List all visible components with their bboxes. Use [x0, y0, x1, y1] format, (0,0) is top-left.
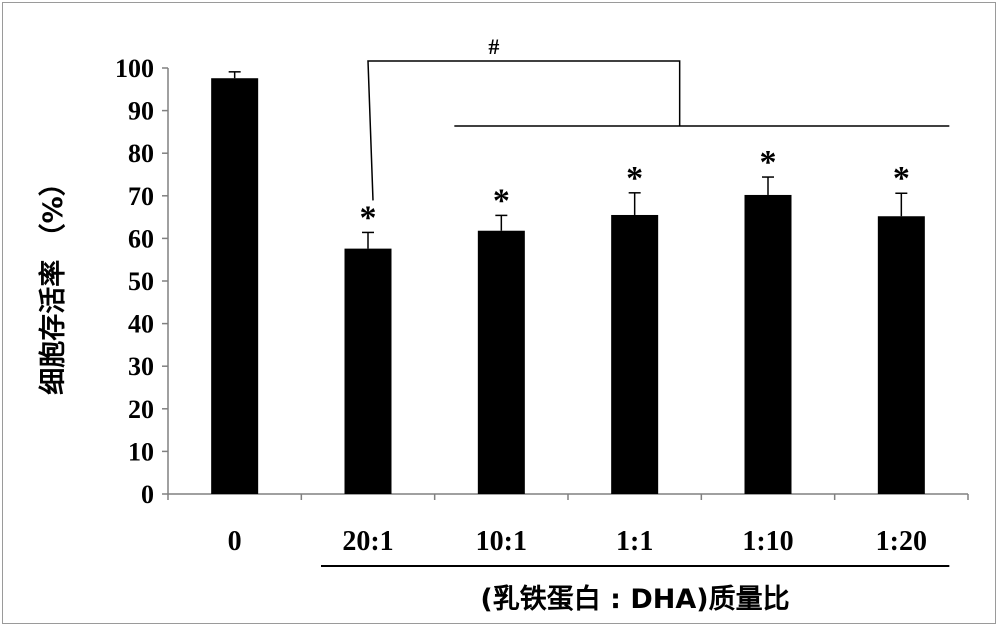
y-tick-label: 50 — [128, 267, 154, 296]
x-tick-label: 0 — [228, 526, 242, 557]
significance-marker: * — [360, 199, 377, 236]
significance-marker: * — [760, 144, 777, 181]
x-tick-label: 1:1 — [616, 526, 653, 557]
bar — [477, 230, 525, 494]
bar — [211, 78, 259, 494]
bar — [611, 214, 659, 494]
y-axis: 0 10 20 30 40 50 60 70 80 90 100 — [115, 54, 169, 509]
y-axis-label: 细胞存活率 （%） — [37, 169, 69, 394]
x-tick-label: 20:1 — [342, 526, 393, 557]
y-tick-label: 40 — [128, 310, 154, 339]
annotations: * * * * * # — [360, 34, 950, 236]
y-tick-label: 80 — [128, 139, 154, 168]
significance-marker: * — [493, 182, 510, 219]
significance-marker: * — [893, 160, 910, 197]
y-tick-label: 100 — [115, 54, 154, 83]
bar — [744, 194, 792, 494]
bar — [344, 248, 392, 494]
x-axis-label: (乳铁蛋白 : DHA)质量比 — [480, 583, 789, 615]
x-axis: 0 20:1 10:1 1:1 1:10 1:20 — [167, 493, 969, 567]
y-tick-label: 60 — [128, 224, 154, 253]
x-tick-label: 10:1 — [476, 526, 527, 557]
y-tick-label: 10 — [128, 437, 154, 466]
y-tick-label: 90 — [128, 97, 154, 126]
x-tick-label: 1:10 — [742, 526, 793, 557]
bracket-line — [367, 60, 681, 201]
y-tick-label: 30 — [128, 352, 154, 381]
bars — [211, 71, 925, 495]
bracket-label: # — [488, 34, 499, 59]
x-tick-label: 1:20 — [876, 526, 927, 557]
y-tick-label: 70 — [128, 182, 154, 211]
significance-marker: * — [626, 160, 643, 197]
y-tick-label: 0 — [141, 480, 154, 509]
y-tick-label: 20 — [128, 395, 154, 424]
bar — [877, 216, 925, 495]
